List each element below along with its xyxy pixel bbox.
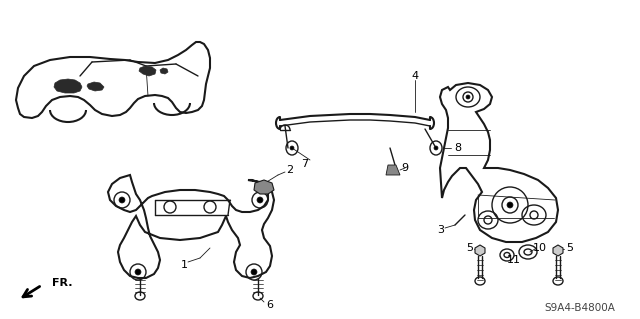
Polygon shape [139,66,156,76]
Polygon shape [475,245,485,256]
Text: 2: 2 [287,165,294,175]
Text: 5: 5 [566,243,573,253]
Text: 5: 5 [467,243,474,253]
Polygon shape [87,82,104,91]
Ellipse shape [257,197,263,203]
Text: 6: 6 [266,300,273,310]
Polygon shape [160,68,168,74]
Polygon shape [386,165,400,175]
Text: 4: 4 [412,71,419,81]
Polygon shape [553,245,563,256]
Text: 7: 7 [301,159,308,169]
Ellipse shape [135,269,141,275]
Text: FR.: FR. [52,278,72,288]
Text: 1: 1 [180,260,188,270]
Polygon shape [254,180,274,194]
Ellipse shape [434,146,438,150]
Ellipse shape [119,197,125,203]
Polygon shape [54,79,82,93]
Text: 11: 11 [507,255,521,265]
Ellipse shape [290,146,294,150]
Text: 3: 3 [438,225,445,235]
Text: 9: 9 [401,163,408,173]
Ellipse shape [507,202,513,208]
Text: 10: 10 [533,243,547,253]
Text: S9A4-B4800A: S9A4-B4800A [545,303,616,313]
Text: 8: 8 [454,143,461,153]
Ellipse shape [251,269,257,275]
Ellipse shape [466,95,470,99]
